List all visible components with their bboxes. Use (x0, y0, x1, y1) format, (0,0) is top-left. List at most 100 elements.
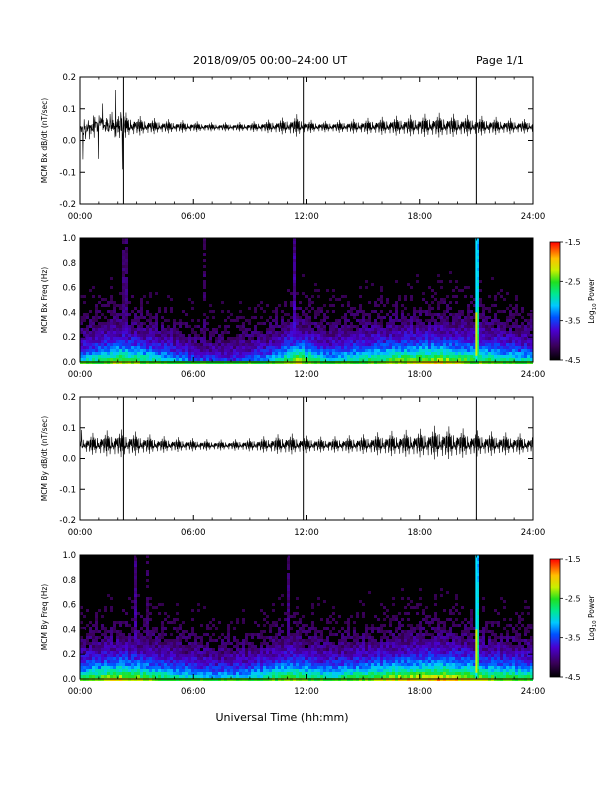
spectrogram-cell (131, 642, 134, 645)
spectrogram-cell (287, 606, 290, 609)
spectrogram-cell (365, 663, 368, 666)
spectrogram-cell (176, 349, 179, 352)
spectrogram-cell (386, 660, 389, 663)
spectrogram-cell (203, 241, 206, 244)
spectrogram-cell (206, 346, 209, 349)
spectrogram-cell (275, 639, 278, 642)
spectrogram-cell (227, 346, 230, 349)
spectrogram-cell (296, 612, 299, 615)
spectrogram-cell (122, 277, 125, 280)
spectrogram-cell (242, 660, 245, 663)
spectrogram-cell (479, 313, 482, 316)
spectrogram-cell (434, 603, 437, 606)
spectrogram-cell (293, 310, 296, 313)
spectrogram-cell (197, 660, 200, 663)
spectrogram-cell (203, 334, 206, 337)
spectrogram-cell (110, 325, 113, 328)
spectrogram-cell (422, 660, 425, 663)
spectrogram-cell (215, 328, 218, 331)
spectrogram-cell (164, 331, 167, 334)
spectrogram-cell (290, 355, 293, 358)
spectrogram-cell (254, 346, 257, 349)
spectrogram-cell (164, 328, 167, 331)
spectrogram-cell (287, 597, 290, 600)
spectrogram-cell (266, 651, 269, 654)
spectrogram-cell (524, 355, 527, 358)
spectrogram-cell (104, 358, 107, 361)
spectrogram-cell (428, 672, 431, 675)
spectrogram-cell (473, 349, 476, 352)
spectrogram-cell (131, 630, 134, 633)
spectrogram-cell (467, 310, 470, 313)
spectrogram-cell (221, 340, 224, 343)
spectrogram-cell (509, 331, 512, 334)
spectrogram-cell (197, 343, 200, 346)
spectrogram-cell (371, 654, 374, 657)
spectrogram-cell (161, 660, 164, 663)
spectrogram-cell (485, 358, 488, 361)
spectrogram-cell (404, 322, 407, 325)
spectrogram-cell (131, 627, 134, 630)
spectrogram-cell (173, 639, 176, 642)
spectrogram-cell (413, 316, 416, 319)
spectrogram-cell (167, 340, 170, 343)
spectrogram-cell (416, 606, 419, 609)
spectrogram-cell (386, 663, 389, 666)
spectrogram-cell (332, 346, 335, 349)
spectrogram-cell (353, 343, 356, 346)
spectrogram-cell (350, 648, 353, 651)
spectrogram-cell (314, 627, 317, 630)
spectrogram-cell (101, 322, 104, 325)
spectrogram-cell (398, 346, 401, 349)
spectrogram-cell (227, 663, 230, 666)
spectrogram-cell (104, 606, 107, 609)
spectrogram-cell (386, 322, 389, 325)
spectrogram-cell (260, 633, 263, 636)
spectrogram-cell (134, 657, 137, 660)
spectrogram-cell (143, 337, 146, 340)
spectrogram-cell (368, 340, 371, 343)
spectrogram-cell (359, 645, 362, 648)
spectrogram-cell (401, 588, 404, 591)
spectrogram-cell (326, 355, 329, 358)
spectrogram-cell (206, 627, 209, 630)
spectrogram-cell (395, 615, 398, 618)
spectrogram-cell (86, 313, 89, 316)
spectrogram-cell (134, 630, 137, 633)
spectrogram-cell (245, 660, 248, 663)
spectrogram-cell (206, 648, 209, 651)
spectrogram-cell (488, 340, 491, 343)
spectrogram-cell (224, 328, 227, 331)
spectrogram-cell (380, 343, 383, 346)
spectrogram-cell (191, 630, 194, 633)
spectrogram-cell (314, 675, 317, 678)
spectrogram-cell (233, 657, 236, 660)
spectrogram-cell (308, 343, 311, 346)
spectrogram-cell (494, 331, 497, 334)
spectrogram-cell (182, 645, 185, 648)
spectrogram-cell (284, 654, 287, 657)
spectrogram-cell (209, 657, 212, 660)
spectrogram-cell (389, 645, 392, 648)
spectrogram-cell (407, 331, 410, 334)
spectrogram-cell (287, 645, 290, 648)
spectrogram-cell (110, 606, 113, 609)
spectrogram-cell (362, 319, 365, 322)
spectrogram-cell (143, 636, 146, 639)
spectrogram-cell (311, 624, 314, 627)
spectrogram-cell (95, 639, 98, 642)
spectrogram-cell (251, 660, 254, 663)
x-tick-label: 00:00 (68, 370, 93, 380)
spectrogram-cell (251, 343, 254, 346)
spectrogram-cell (485, 322, 488, 325)
spectrogram-cell (293, 298, 296, 301)
spectrogram-cell (155, 343, 158, 346)
spectrogram-cell (212, 618, 215, 621)
spectrogram-cell (98, 651, 101, 654)
spectrogram-cell (464, 346, 467, 349)
spectrogram-cell (371, 645, 374, 648)
spectrogram-cell (464, 337, 467, 340)
spectrogram-cell (80, 666, 83, 669)
spectrogram-cell (185, 358, 188, 361)
spectrogram-cell (305, 334, 308, 337)
